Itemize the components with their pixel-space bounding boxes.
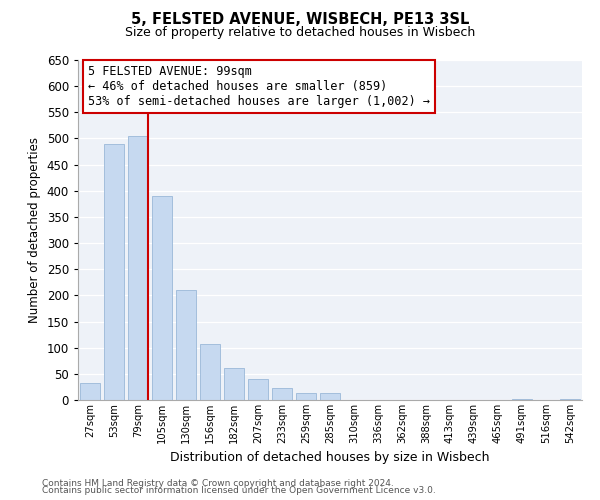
Bar <box>512 399 532 400</box>
Text: Size of property relative to detached houses in Wisbech: Size of property relative to detached ho… <box>125 26 475 39</box>
Bar <box>296 393 316 400</box>
Bar <box>152 196 172 400</box>
Text: 5, FELSTED AVENUE, WISBECH, PE13 3SL: 5, FELSTED AVENUE, WISBECH, PE13 3SL <box>131 12 469 28</box>
Text: Contains public sector information licensed under the Open Government Licence v3: Contains public sector information licen… <box>42 486 436 495</box>
Bar <box>248 379 268 400</box>
Bar <box>224 368 244 400</box>
Bar <box>80 382 100 400</box>
Bar <box>272 388 292 400</box>
Bar <box>176 290 196 400</box>
Text: 5 FELSTED AVENUE: 99sqm
← 46% of detached houses are smaller (859)
53% of semi-d: 5 FELSTED AVENUE: 99sqm ← 46% of detache… <box>88 65 430 108</box>
Bar <box>200 344 220 400</box>
Y-axis label: Number of detached properties: Number of detached properties <box>28 137 41 323</box>
Bar <box>104 144 124 400</box>
Bar <box>320 393 340 400</box>
Bar <box>128 136 148 400</box>
Bar <box>560 399 580 400</box>
Text: Contains HM Land Registry data © Crown copyright and database right 2024.: Contains HM Land Registry data © Crown c… <box>42 478 394 488</box>
X-axis label: Distribution of detached houses by size in Wisbech: Distribution of detached houses by size … <box>170 452 490 464</box>
